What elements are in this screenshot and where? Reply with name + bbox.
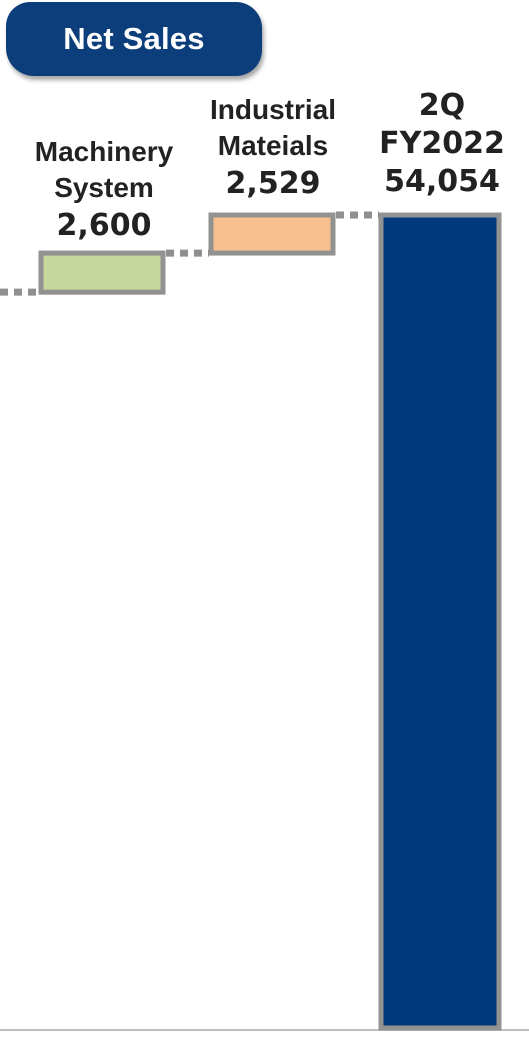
net-sales-badge: Net Sales bbox=[6, 2, 262, 76]
category-label: Mateials bbox=[218, 130, 329, 161]
category-label: FY2022 bbox=[379, 126, 505, 161]
bar-industrial-materials bbox=[208, 212, 336, 256]
bar-2q-fy2022-total bbox=[378, 212, 502, 1031]
badge-label: Net Sales bbox=[63, 21, 205, 56]
category-label: Industrial bbox=[210, 94, 336, 125]
data-label: 54,054 bbox=[384, 164, 500, 199]
data-label: 2,600 bbox=[57, 208, 152, 243]
data-label: 2,529 bbox=[226, 166, 321, 201]
bar-machinery-system bbox=[38, 250, 166, 295]
category-label: Machinery bbox=[35, 136, 174, 167]
category-label: 2Q bbox=[419, 88, 465, 123]
category-label: System bbox=[54, 172, 154, 203]
